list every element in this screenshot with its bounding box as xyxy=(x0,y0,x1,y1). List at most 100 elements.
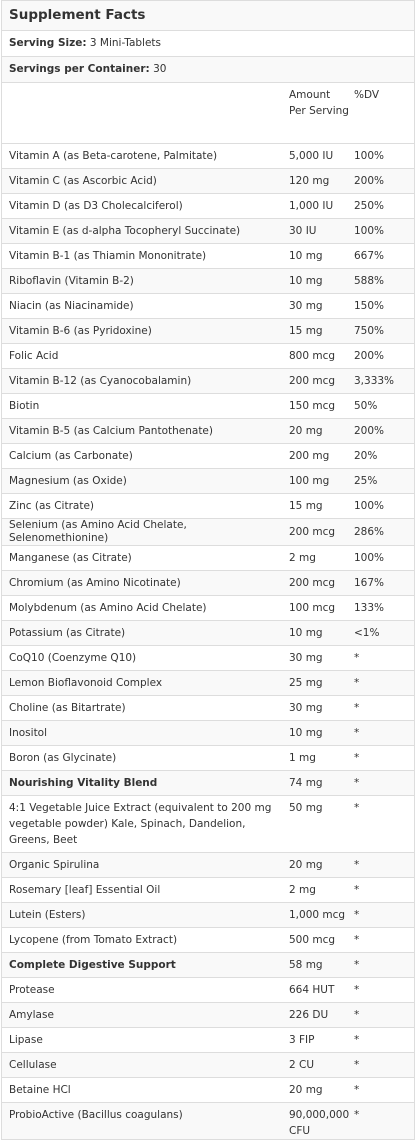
nutrient-name: Vitamin D (as D3 Cholecalciferol) xyxy=(9,199,183,212)
nutrient-name: Complete Digestive Support xyxy=(9,958,176,971)
nutrient-amount: 15 mg xyxy=(289,324,323,337)
nutrient-amount: 25 mg xyxy=(289,676,323,689)
nutrient-dv: 150% xyxy=(354,299,385,312)
table-body: Vitamin A (as Beta-carotene, Palmitate) 5… xyxy=(2,144,414,1139)
nutrient-dv: 588% xyxy=(354,274,385,287)
nutrient-amount: 1 mg xyxy=(289,751,316,764)
table-row: Lycopene (from Tomato Extract) 500 mcg * xyxy=(2,928,414,953)
table-row: Calcium (as Carbonate) 200 mg 20% xyxy=(2,444,414,469)
nutrient-name: CoQ10 (Coenzyme Q10) xyxy=(9,651,137,664)
nutrient-dv: * xyxy=(354,651,360,664)
table-row: Vitamin B-12 (as Cyanocobalamin) 200 mcg 3… xyxy=(2,368,414,394)
serving-size-label: Serving Size: xyxy=(9,37,87,49)
nutrient-amount: 226 DU xyxy=(289,1008,329,1021)
table-row: 4:1 Vegetable Juice Extract (equivalent … xyxy=(2,796,414,853)
table-row: Organic Spirulina 20 mg * xyxy=(2,852,414,878)
table-row: CoQ10 (Coenzyme Q10) 30 mg * xyxy=(2,646,414,671)
table-row: ProbioActive (Bacillus coagulans) 90,000,… xyxy=(2,1102,414,1139)
nutrient-amount: 1,000 IU xyxy=(289,199,334,212)
table-row: Inositol 10 mg * xyxy=(2,720,414,746)
nutrient-amount: 100 mg xyxy=(289,474,330,487)
nutrient-name: Rosemary [leaf] Essential Oil xyxy=(9,883,161,896)
table-row: Amylase 226 DU * xyxy=(2,1002,414,1028)
nutrient-name: Nourishing Vitality Blend xyxy=(9,776,158,789)
nutrient-dv: * xyxy=(354,1083,360,1096)
nutrient-name: Potassium (as Citrate) xyxy=(9,626,126,639)
nutrient-amount: 15 mg xyxy=(289,499,323,512)
nutrient-dv: 133% xyxy=(354,601,385,614)
nutrient-dv: * xyxy=(354,1109,360,1121)
nutrient-amount: 20 mg xyxy=(289,424,323,437)
nutrient-name: Amylase xyxy=(9,1008,54,1021)
table-row: Boron (as Glycinate) 1 mg * xyxy=(2,746,414,771)
nutrient-amount: 2 mg xyxy=(289,551,316,564)
nutrient-dv: 200% xyxy=(354,349,385,362)
nutrient-name: Chromium (as Amino Nicotinate) xyxy=(9,576,181,589)
nutrient-name: Calcium (as Carbonate) xyxy=(9,449,133,462)
nutrient-name: Lycopene (from Tomato Extract) xyxy=(9,933,178,946)
nutrient-amount: 30 mg xyxy=(289,299,323,312)
nutrient-amount: 10 mg xyxy=(289,249,323,262)
nutrient-dv: 667% xyxy=(354,249,385,262)
table-row: Chromium (as Amino Nicotinate) 200 mcg 167… xyxy=(2,570,414,596)
nutrient-dv: * xyxy=(354,908,360,921)
nutrient-name: Lutein (Esters) xyxy=(9,908,86,921)
nutrient-name: Vitamin C (as Ascorbic Acid) xyxy=(9,174,157,187)
table-row: Vitamin E (as d-alpha Tocopheryl Succina… xyxy=(2,218,414,244)
serving-size-value: 3 Mini-Tablets xyxy=(89,37,162,49)
nutrient-dv: * xyxy=(354,726,360,739)
nutrient-dv: 750% xyxy=(354,324,385,337)
serving-size: Serving Size: 3 Mini-Tablets xyxy=(2,31,414,57)
table-row: Magnesium (as Oxide) 100 mg 25% xyxy=(2,468,414,494)
table-row: Cellulase 2 CU * xyxy=(2,1052,414,1078)
table-row: Folic Acid 800 mcg 200% xyxy=(2,344,414,369)
nutrient-dv: 100% xyxy=(354,149,385,162)
table-row: Nourishing Vitality Blend 74 mg * xyxy=(2,770,414,796)
nutrient-amount: 2 CU xyxy=(289,1058,315,1071)
nutrient-dv: * xyxy=(354,802,360,814)
nutrient-amount: 100 mcg xyxy=(289,601,336,614)
table-row: Vitamin B-1 (as Thiamin Mononitrate) 10 m… xyxy=(2,244,414,269)
table-row: Lutein (Esters) 1,000 mcg * xyxy=(2,902,414,928)
table-row: Selenium (as Amino Acid Chelate, Selenom… xyxy=(2,518,414,546)
nutrient-name: 4:1 Vegetable Juice Extract (equivalent … xyxy=(9,802,272,846)
nutrient-name: Vitamin B-5 (as Calcium Pantothenate) xyxy=(9,424,213,437)
nutrient-amount: 10 mg xyxy=(289,274,323,287)
table-row: Vitamin D (as D3 Cholecalciferol) 1,000 I… xyxy=(2,194,414,219)
nutrient-name: Biotin xyxy=(9,399,40,412)
nutrient-amount: 800 mcg xyxy=(289,349,336,362)
table-row: Lipase 3 FIP * xyxy=(2,1028,414,1053)
table-row: Complete Digestive Support 58 mg * xyxy=(2,952,414,978)
nutrient-dv: 100% xyxy=(354,224,385,237)
table-row: Molybdenum (as Amino Acid Chelate) 100 mc… xyxy=(2,596,414,621)
nutrient-dv: * xyxy=(354,933,360,946)
table-row: Potassium (as Citrate) 10 mg <1% xyxy=(2,620,414,646)
nutrient-amount: 30 mg xyxy=(289,651,323,664)
nutrient-name: Protease xyxy=(9,983,55,996)
nutrient-amount: 200 mcg xyxy=(289,525,336,538)
nutrient-dv: 20% xyxy=(354,449,378,462)
nutrient-dv: * xyxy=(354,858,360,871)
nutrient-dv: * xyxy=(354,958,360,971)
nutrient-name: Inositol xyxy=(9,726,48,739)
nutrient-dv: * xyxy=(354,701,360,714)
nutrient-amount: 120 mg xyxy=(289,174,330,187)
nutrient-amount: 2 mg xyxy=(289,883,316,896)
nutrient-amount: 90,000,000 CFU xyxy=(289,1109,350,1137)
nutrient-amount: 200 mcg xyxy=(289,374,336,387)
servings-per-container-value: 30 xyxy=(153,63,167,75)
nutrient-amount: 1,000 mcg xyxy=(289,908,346,921)
nutrient-amount: 200 mcg xyxy=(289,576,336,589)
table-row: Zinc (as Citrate) 15 mg 100% xyxy=(2,494,414,519)
table-header: Amount Per Serving %DV xyxy=(2,83,414,144)
nutrient-amount: 10 mg xyxy=(289,626,323,639)
nutrient-amount: 74 mg xyxy=(289,776,323,789)
nutrient-amount: 20 mg xyxy=(289,858,323,871)
nutrient-name: Zinc (as Citrate) xyxy=(9,499,95,512)
servings-per-container-label: Servings per Container: xyxy=(9,63,150,75)
nutrient-dv: * xyxy=(354,1008,360,1021)
table-row: Choline (as Bitartrate) 30 mg * xyxy=(2,696,414,721)
table-row: Vitamin B-5 (as Calcium Pantothenate) 20 … xyxy=(2,418,414,444)
nutrient-dv: * xyxy=(354,1033,360,1046)
table-row: Riboflavin (Vitamin B-2) 10 mg 588% xyxy=(2,268,414,294)
